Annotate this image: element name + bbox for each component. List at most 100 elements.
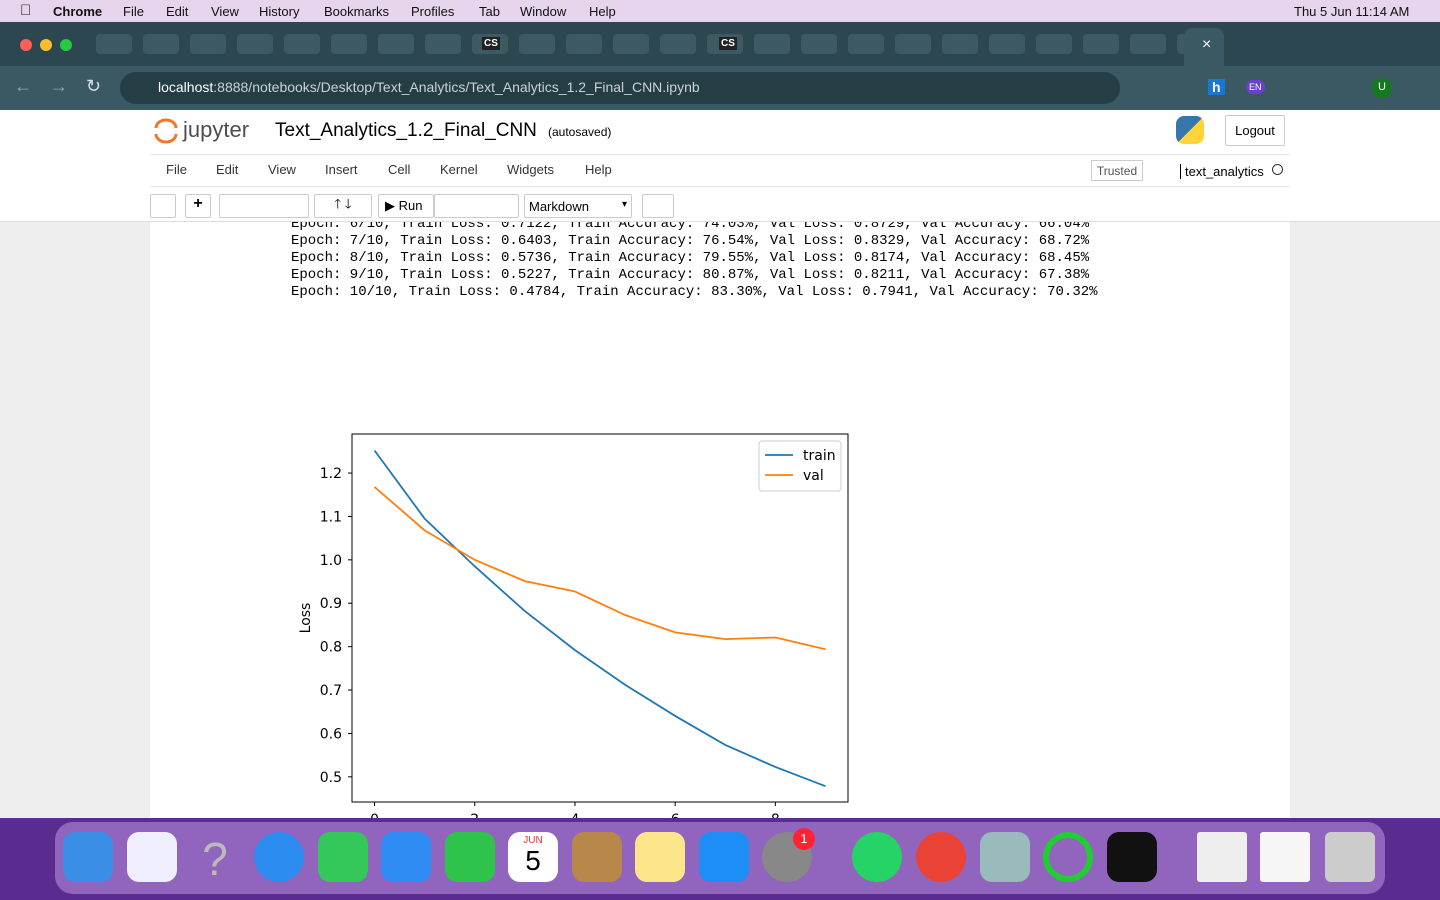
y-tick-label: 0.9 [320, 596, 342, 612]
url-path: :8888/notebooks/Desktop/Text_Analytics/T… [213, 79, 700, 95]
url-field[interactable]: localhost:8888/notebooks/Desktop/Text_An… [120, 72, 1120, 104]
menu-item[interactable]: Tab [479, 4, 500, 19]
notebook-page: Epoch: 6/10, Train Loss: 0.7122, Train A… [0, 110, 1440, 818]
menu-item[interactable]: Edit [166, 4, 189, 19]
menu-item[interactable]: Help [589, 4, 616, 19]
menu-item[interactable]: File [123, 4, 144, 19]
y-tick-label: 1.1 [320, 509, 342, 525]
legend-box [758, 440, 842, 492]
trusted-indicator[interactable]: Trusted [1091, 160, 1143, 181]
output-log: Epoch: 6/10, Train Loss: 0.7122, Train A… [291, 216, 1098, 301]
menu-item[interactable]: Profiles [411, 4, 455, 19]
menu-item[interactable]: Edit [216, 162, 239, 177]
menu-item[interactable]: View [211, 4, 239, 19]
menu-item[interactable]: Cell [388, 162, 411, 177]
tab[interactable] [660, 34, 696, 54]
tab[interactable] [801, 34, 837, 54]
menu-item[interactable]: View [268, 162, 296, 177]
legend-label: train [803, 448, 836, 464]
y-tick-label: 0.6 [320, 726, 342, 742]
calendar-icon[interactable]: JUN 5 [508, 832, 558, 882]
x-tick-label: 6 [671, 812, 680, 818]
dock: ? JUN 5 1 [55, 822, 1385, 894]
url-host: localhost [158, 79, 214, 95]
line-series [373, 449, 826, 788]
tab[interactable] [1036, 34, 1072, 54]
mac-menubar:  Chrome File Edit View History Bookmarks Pro… [0, 0, 1440, 22]
jupyter-header: jupyter Text_Analytics_1.2_Final_CNN (au… [0, 110, 1440, 222]
menu-item[interactable]: Kernel [440, 162, 478, 177]
tab[interactable] [237, 34, 273, 54]
line-series [373, 486, 826, 651]
jupyter-logo[interactable]: jupyter [183, 117, 250, 142]
app-name[interactable]: Chrome [53, 4, 103, 19]
y-tick-label: 0.5 [320, 770, 342, 786]
tab-label: CS [482, 37, 500, 50]
x-tick-label: 0 [370, 812, 379, 818]
y-tick-label: 1.0 [320, 553, 342, 569]
y-tick-label: 1.2 [320, 466, 342, 482]
cell-type-select[interactable]: Markdown ▾ [524, 194, 632, 218]
add-cell-button[interactable]: + [185, 194, 211, 218]
move-buttons[interactable]: 🡑 🡓 [314, 194, 372, 218]
menu-item[interactable]: Bookmarks [324, 4, 390, 19]
apple-icon[interactable]:  [20, 2, 31, 19]
menu-item[interactable]: File [166, 162, 187, 177]
extension[interactable]: EN [1246, 80, 1265, 94]
address-bar: ← → ↻ localhost:8888/notebooks/Desktop/T… [0, 66, 1440, 110]
tab[interactable] [754, 34, 790, 54]
tab-label: CS [719, 37, 737, 50]
extension[interactable]: h [1208, 79, 1225, 95]
x-tick-label: 8 [771, 812, 780, 818]
menu-item[interactable]: Window [520, 4, 567, 19]
logout-button[interactable]: Logout [1225, 115, 1285, 146]
kernel-buttons[interactable] [434, 194, 519, 218]
log-line: Epoch: 10/10, Train Loss: 0.4784, Train … [291, 284, 1098, 300]
keyboard-button[interactable] [642, 194, 674, 218]
tab[interactable] [1130, 34, 1166, 54]
badge: 1 [793, 828, 815, 850]
tab[interactable] [143, 34, 179, 54]
calendar-day: 5 [525, 845, 541, 876]
clipboard-buttons[interactable] [219, 194, 309, 218]
y-tick-label: 0.7 [320, 683, 342, 699]
tab[interactable] [190, 34, 226, 54]
tab[interactable] [519, 34, 555, 54]
notebook-name[interactable]: Text_Analytics_1.2_Final_CNN [275, 120, 537, 141]
save-button[interactable] [150, 194, 176, 218]
kernel-name: text_analytics [1180, 164, 1264, 179]
run-label: Run [398, 198, 423, 213]
tab[interactable] [613, 34, 649, 54]
tab[interactable] [425, 34, 461, 54]
tab[interactable] [566, 34, 602, 54]
menu-item[interactable]: Help [585, 162, 612, 177]
tab[interactable] [1083, 34, 1119, 54]
tab[interactable] [378, 34, 414, 54]
menu-item[interactable]: Widgets [507, 162, 554, 177]
tab[interactable] [895, 34, 931, 54]
run-button[interactable]: ▶ Run [378, 194, 434, 218]
plot-frame [351, 433, 849, 803]
log-line: Epoch: 8/10, Train Loss: 0.5736, Train A… [291, 250, 1090, 266]
notebook-menu: File Edit View Insert Cell Kernel Widgets Help [150, 154, 1290, 187]
x-tick-label: 2 [470, 812, 479, 818]
tab[interactable] [284, 34, 320, 54]
x-tick-label: 4 [570, 812, 579, 818]
tab[interactable] [989, 34, 1025, 54]
tab[interactable] [848, 34, 884, 54]
notebook-container: Epoch: 6/10, Train Loss: 0.7122, Train A… [150, 216, 1290, 818]
tab[interactable] [942, 34, 978, 54]
active-tab[interactable]: × [1184, 28, 1224, 66]
tab[interactable] [331, 34, 367, 54]
legend-label: val [803, 468, 824, 484]
menu-item[interactable]: History [259, 4, 300, 19]
profile[interactable]: U [1372, 78, 1392, 98]
y-tick-label: 0.8 [320, 640, 342, 656]
log-line: Epoch: 7/10, Train Loss: 0.6403, Train A… [291, 233, 1090, 249]
tab[interactable] [96, 34, 132, 54]
loss-chart: 0.50.60.70.80.91.01.11.202468EpochsLosst… [298, 433, 849, 818]
menu-item[interactable]: Insert [325, 162, 358, 177]
clock: Thu 5 Jun 11:14 AM [1294, 4, 1410, 19]
save-status: (autosaved) [548, 125, 612, 139]
